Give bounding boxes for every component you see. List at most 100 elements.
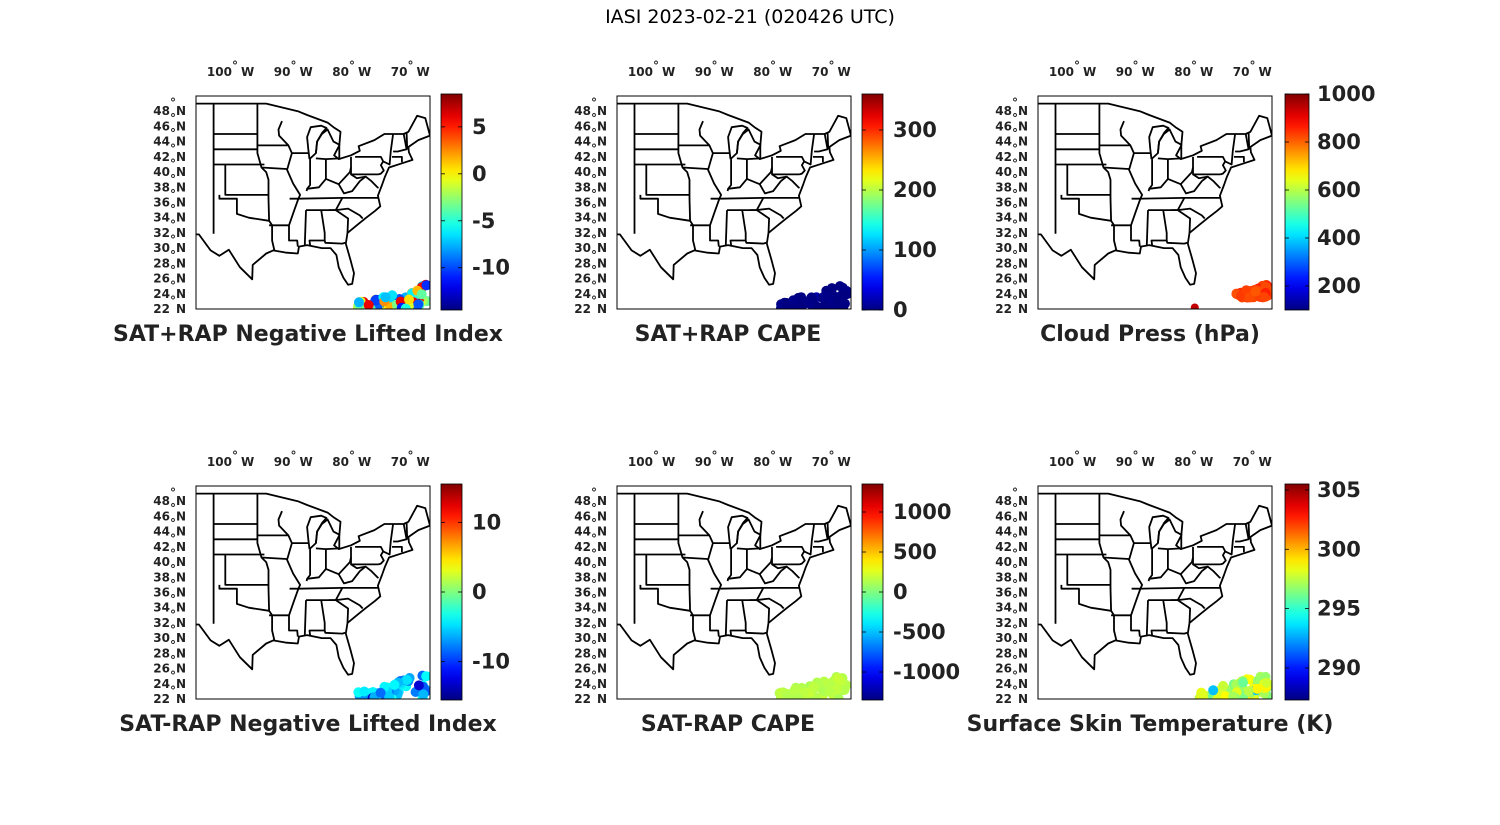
lat-hemisphere-label: N bbox=[1018, 241, 1028, 255]
lat-hemisphere-label: N bbox=[1018, 119, 1028, 133]
degree-symbol: ° bbox=[170, 279, 176, 293]
swath-point bbox=[1238, 689, 1249, 699]
swath-point bbox=[807, 681, 818, 692]
swath-point bbox=[789, 295, 800, 306]
lat-tick-label: 36 bbox=[574, 196, 591, 210]
swath-point bbox=[419, 685, 430, 696]
lat-tick-label: 38 bbox=[574, 570, 591, 584]
lat-tick-label: 24 bbox=[995, 287, 1012, 301]
swath-point bbox=[819, 300, 830, 309]
lon-tick-label: 90 bbox=[274, 455, 291, 469]
degree-symbol: ° bbox=[591, 593, 597, 607]
colorbar-tick-label: 10 bbox=[472, 510, 501, 534]
swath-point bbox=[1230, 687, 1241, 698]
degree-symbol: ° bbox=[1012, 279, 1018, 293]
lon-tick-label: 100 bbox=[628, 455, 653, 469]
degree-symbol: ° bbox=[591, 623, 597, 637]
lat-tick-label: 22 bbox=[995, 302, 1012, 316]
swath-point bbox=[1241, 285, 1252, 296]
lat-hemisphere-label: N bbox=[176, 692, 186, 706]
degree-symbol: ° bbox=[711, 59, 717, 73]
lat-hemisphere-label: N bbox=[1018, 677, 1028, 691]
colorbar: 300 200 100 0 bbox=[861, 93, 937, 322]
degree-symbol: ° bbox=[1012, 623, 1018, 637]
swath-point bbox=[1235, 291, 1246, 301]
lat-hemisphere-label: N bbox=[1018, 256, 1028, 270]
swath-point bbox=[1248, 292, 1259, 303]
lat-tick-label: 32 bbox=[574, 616, 591, 630]
panel-title: SAT+RAP CAPE bbox=[635, 322, 822, 347]
swath-point bbox=[789, 298, 800, 309]
swath-point bbox=[1238, 288, 1248, 299]
map-frame bbox=[1037, 95, 1273, 310]
lon-tick-label: 80 bbox=[753, 455, 770, 469]
degree-symbol: ° bbox=[170, 203, 176, 217]
swath-point bbox=[807, 301, 818, 309]
degree-symbol: ° bbox=[591, 279, 597, 293]
swath-point bbox=[1262, 690, 1272, 699]
swath-point bbox=[402, 675, 412, 685]
lat-tick-label: 24 bbox=[153, 287, 170, 301]
swath-point bbox=[1262, 285, 1272, 295]
swath-point bbox=[370, 294, 381, 305]
colorbar-tick-label: 800 bbox=[1317, 130, 1361, 154]
lat-hemisphere-label: N bbox=[597, 586, 607, 600]
swath-point bbox=[798, 687, 809, 698]
swath-point bbox=[1201, 691, 1212, 699]
swath-point bbox=[777, 692, 788, 699]
lat-tick-label: 46 bbox=[995, 509, 1012, 523]
swath-point bbox=[418, 681, 429, 692]
swath-point bbox=[1260, 671, 1271, 682]
swath-point bbox=[406, 288, 417, 298]
swath-point bbox=[842, 289, 851, 300]
map-panel-sat-rap-plus-cape: 100 ° W 90 ° W 80 ° W 70 ° W48°N46°N44°N42°N40°N38°… bbox=[574, 59, 937, 347]
swath-point bbox=[389, 679, 400, 690]
lat-tick-label: 48 bbox=[995, 494, 1012, 508]
swath-point bbox=[353, 301, 364, 309]
swath-point bbox=[1252, 284, 1263, 295]
swath-point bbox=[1261, 291, 1271, 302]
swath-point bbox=[800, 298, 811, 309]
observation-swath bbox=[353, 670, 430, 699]
swath-point bbox=[835, 677, 846, 688]
lat-hemisphere-label: N bbox=[1018, 104, 1028, 118]
swath-point bbox=[820, 302, 831, 309]
swath-point bbox=[1253, 284, 1264, 295]
swath-point bbox=[790, 685, 801, 696]
lat-tick-label: 36 bbox=[153, 196, 170, 210]
degree-symbol: ° bbox=[170, 172, 176, 186]
degree-symbol: ° bbox=[591, 96, 597, 110]
degree-symbol: ° bbox=[232, 59, 238, 73]
swath-point bbox=[358, 297, 369, 307]
degree-symbol: ° bbox=[591, 517, 597, 531]
swath-point bbox=[404, 300, 414, 309]
swath-point bbox=[380, 294, 391, 305]
swath-point bbox=[827, 300, 838, 309]
swath-point bbox=[411, 303, 422, 309]
degree-symbol: ° bbox=[828, 449, 834, 463]
lat-hemisphere-label: N bbox=[1018, 287, 1028, 301]
swath-point bbox=[392, 690, 403, 699]
swath-point bbox=[384, 691, 395, 699]
degree-symbol: ° bbox=[170, 127, 176, 141]
swath-point bbox=[384, 688, 395, 699]
degree-symbol: ° bbox=[170, 218, 176, 232]
degree-symbol: ° bbox=[1012, 501, 1018, 515]
swath-point bbox=[822, 296, 833, 307]
lat-tick-label: 24 bbox=[574, 287, 591, 301]
swath-point bbox=[780, 303, 791, 309]
swath-point bbox=[825, 287, 836, 297]
degree-symbol: ° bbox=[170, 501, 176, 515]
lat-hemisphere-label: N bbox=[176, 302, 186, 316]
swath-point bbox=[813, 682, 824, 693]
swath-point bbox=[413, 288, 424, 299]
colorbar-tick-label: -10 bbox=[472, 650, 510, 674]
swath-point bbox=[1261, 285, 1272, 296]
swath-point bbox=[1236, 676, 1247, 687]
swath-point bbox=[408, 297, 419, 308]
swath-point bbox=[775, 693, 786, 699]
swath-point bbox=[379, 688, 390, 699]
lat-hemisphere-label: N bbox=[176, 540, 186, 554]
colorbar-tick-label: 100 bbox=[893, 238, 937, 262]
degree-symbol: ° bbox=[1249, 59, 1255, 73]
